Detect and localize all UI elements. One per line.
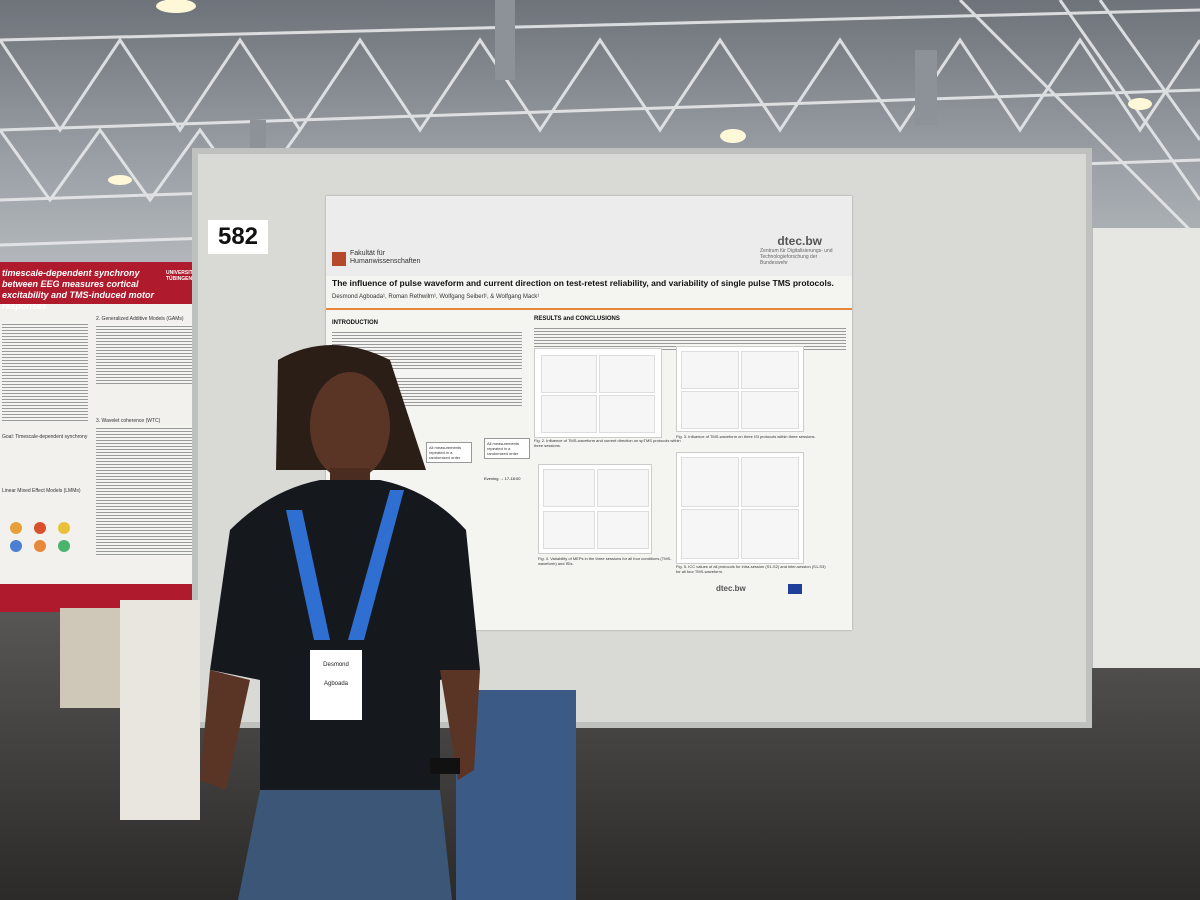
poster-title: The influence of pulse waveform and curr…: [332, 278, 834, 288]
figure-5: [676, 452, 804, 564]
left-poster-wtc-plot: [96, 426, 192, 556]
fig5-caption: Fig. 5. ICC values of all protocols for …: [676, 564, 826, 574]
fig5-panel: [741, 509, 799, 559]
background-person-dress: [120, 600, 200, 820]
section-goal: Goal: Timescale-dependent synchrony: [2, 434, 88, 440]
fig3-panel: [741, 391, 799, 429]
fig4-caption: Fig. 4. Variability of MEPs in the three…: [538, 556, 672, 566]
badge-name-line-1: Desmond: [323, 662, 349, 668]
figure-2: [534, 348, 662, 438]
fig3-panel: [681, 351, 739, 389]
section-introduction: INTRODUCTION: [332, 320, 378, 326]
left-poster-title: timescale-dependent synchrony between EE…: [2, 268, 155, 311]
fig2-panel: [541, 355, 597, 393]
faculty-line-2: Humanwissenschaften: [350, 258, 421, 265]
university-seal-icon: [332, 252, 346, 266]
sponsor-subtitle: Zentrum für Digitalisierungs- und Techno…: [760, 248, 833, 266]
title-divider: [326, 308, 852, 310]
left-poster-text: [2, 322, 88, 422]
section-lmm: Linear Mixed Effect Models (LMMs): [2, 488, 81, 494]
fig5-panel: [681, 457, 739, 507]
background-person-legs: [60, 608, 130, 708]
evening-label: Evening → 17-18:00: [484, 476, 521, 481]
name-badge: Desmond Agboada: [310, 650, 362, 720]
section-gams: 2. Generalized Additive Models (GAMs): [96, 316, 184, 322]
fig3-caption: Fig. 3. Influence of TMS-waveform on thr…: [676, 434, 816, 439]
left-poster-plot: [96, 324, 192, 384]
figure-3: [676, 346, 804, 432]
section-results: RESULTS and CONCLUSIONS: [534, 316, 620, 322]
protocol-box-right: All measurements repeated in a randomize…: [484, 438, 530, 459]
left-poster-header: timescale-dependent synchrony between EE…: [0, 262, 200, 311]
fig3-panel: [681, 391, 739, 429]
poster-authors: Desmond Agboada¹, Roman Rethwilm¹, Wolfg…: [332, 294, 540, 300]
booth-number: 582: [208, 220, 268, 254]
left-poster: timescale-dependent synchrony between EE…: [0, 262, 200, 612]
fig4-panel: [543, 511, 595, 549]
fig4-panel: [597, 469, 649, 507]
adjacent-poster-board: [1088, 228, 1200, 668]
badge-name-line-2: Agboada: [323, 681, 349, 687]
fig4-panel: [543, 469, 595, 507]
university-logo: UNIVERSITÄT TÜBINGEN: [166, 270, 200, 282]
faculty-name: Fakultät für Humanwissenschaften: [350, 250, 440, 266]
eu-flag-icon: [788, 584, 802, 594]
faculty-line-1: Fakultät für: [350, 250, 386, 257]
footer-sponsor-logo: dtec.bw: [716, 584, 746, 593]
fig2-panel: [541, 395, 597, 433]
fig3-panel: [741, 351, 799, 389]
presenter: [200, 345, 480, 900]
section-wtc: 3. Wavelet coherence (WTC): [96, 418, 161, 424]
sponsor-logo: dtec.bw: [777, 234, 822, 248]
fig2-panel: [599, 355, 655, 393]
figure-4: [538, 464, 652, 554]
topoplot-figures: [10, 522, 70, 552]
fig5-panel: [681, 509, 739, 559]
protocol-box-left: All measurements repeated in a randomize…: [426, 442, 472, 463]
fig5-panel: [741, 457, 799, 507]
fig2-caption: Fig. 2. Influence of TMS-waveform and cu…: [534, 438, 681, 448]
fig4-panel: [597, 511, 649, 549]
fig2-panel: [599, 395, 655, 433]
poster-header: Fakultät für Humanwissenschaften dtec.bw…: [326, 196, 852, 276]
